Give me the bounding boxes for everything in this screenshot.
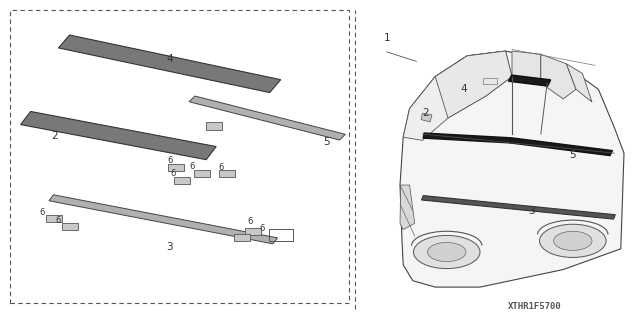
Circle shape (540, 224, 606, 257)
Polygon shape (421, 113, 432, 122)
Polygon shape (509, 75, 550, 86)
Polygon shape (400, 185, 415, 230)
Bar (47, 215, 63, 222)
Circle shape (413, 235, 480, 269)
Text: 2: 2 (51, 130, 58, 141)
Bar (168, 164, 184, 171)
Text: XTHR1F5700: XTHR1F5700 (508, 302, 561, 311)
Text: 6: 6 (247, 217, 252, 226)
Polygon shape (512, 51, 541, 83)
Bar (245, 228, 261, 235)
Circle shape (554, 231, 592, 250)
Text: 4: 4 (166, 54, 173, 64)
Text: 5: 5 (570, 150, 576, 160)
Polygon shape (49, 195, 278, 244)
Polygon shape (566, 64, 592, 102)
Polygon shape (20, 111, 216, 160)
Bar (193, 170, 210, 177)
Text: 4: 4 (461, 84, 467, 94)
Text: 6: 6 (170, 169, 175, 178)
Bar (483, 78, 497, 84)
Text: 5: 5 (323, 137, 330, 147)
Polygon shape (541, 54, 576, 99)
Text: 6: 6 (39, 208, 44, 217)
Text: 3: 3 (166, 242, 173, 252)
Text: 6: 6 (218, 163, 223, 172)
Polygon shape (423, 133, 511, 143)
Circle shape (428, 242, 466, 262)
Polygon shape (435, 51, 512, 118)
Text: 6: 6 (189, 162, 195, 171)
Text: 1: 1 (384, 33, 390, 43)
Text: 2: 2 (422, 108, 429, 118)
Text: 6: 6 (55, 216, 60, 225)
Text: 6: 6 (260, 224, 265, 233)
Polygon shape (189, 96, 346, 140)
Polygon shape (403, 51, 512, 140)
Bar (10, 10, 349, 303)
Bar (63, 223, 79, 230)
Polygon shape (58, 35, 281, 93)
Bar (206, 122, 223, 130)
Text: 3: 3 (528, 205, 534, 216)
Polygon shape (400, 51, 624, 287)
Polygon shape (422, 196, 615, 219)
Polygon shape (509, 138, 612, 156)
Bar (234, 234, 250, 241)
Bar (174, 177, 191, 184)
Bar (219, 170, 236, 177)
Bar (269, 229, 293, 241)
Text: 6: 6 (167, 156, 172, 165)
